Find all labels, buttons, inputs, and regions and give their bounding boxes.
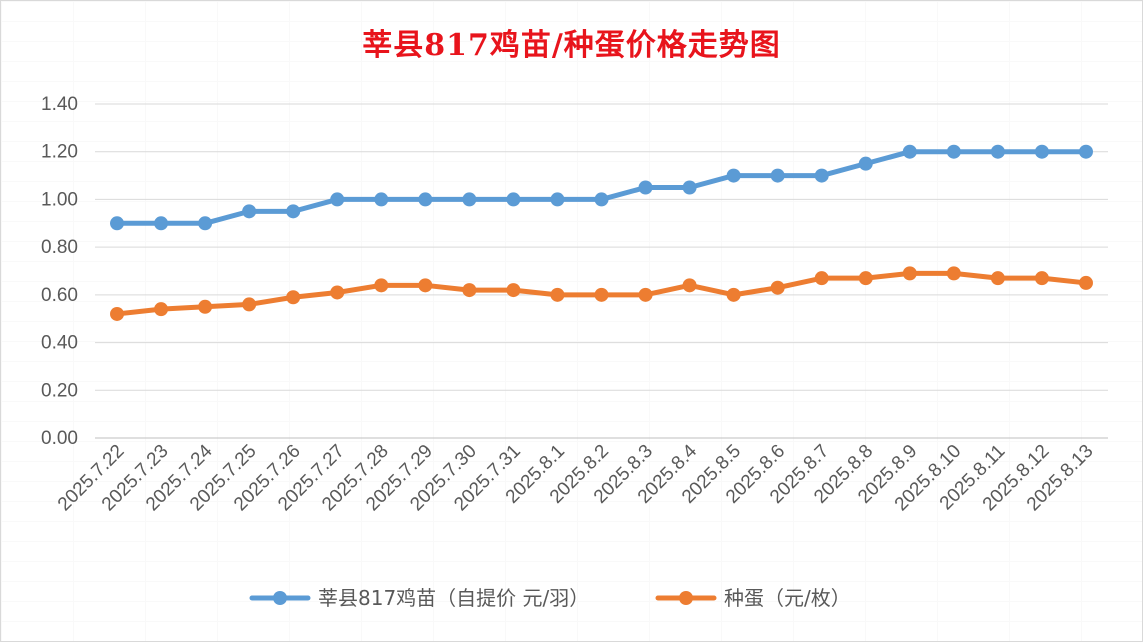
data-point <box>286 204 301 219</box>
data-point <box>550 287 565 302</box>
data-point <box>594 287 609 302</box>
data-point <box>154 302 169 317</box>
data-point <box>682 180 697 195</box>
y-tick-label: 1.40 <box>41 94 78 115</box>
data-point <box>814 168 829 183</box>
data-point <box>1034 144 1049 159</box>
data-point <box>594 192 609 207</box>
data-point <box>858 271 873 286</box>
y-tick-label: 1.00 <box>41 189 78 210</box>
y-tick-label: 0.80 <box>41 237 78 258</box>
data-point <box>462 283 477 298</box>
data-point <box>330 285 345 300</box>
data-point <box>638 287 653 302</box>
y-tick-label: 0.00 <box>41 428 78 449</box>
data-point <box>902 266 917 281</box>
data-point <box>1034 271 1049 286</box>
data-point <box>110 306 125 321</box>
y-tick-label: 0.20 <box>41 380 78 401</box>
legend-marker <box>679 591 693 605</box>
y-tick-label: 1.20 <box>41 142 78 163</box>
data-point <box>902 144 917 159</box>
data-point <box>726 287 741 302</box>
data-point <box>242 204 257 219</box>
series-line <box>114 149 1089 226</box>
data-point <box>726 168 741 183</box>
data-point <box>946 144 961 159</box>
data-point <box>286 290 301 305</box>
data-point <box>770 280 785 295</box>
y-tick-label: 0.60 <box>41 285 78 306</box>
legend-marker <box>273 591 287 605</box>
data-point <box>990 144 1005 159</box>
data-point <box>198 216 213 231</box>
data-point <box>242 297 257 312</box>
data-point <box>858 156 873 171</box>
data-point <box>418 192 433 207</box>
data-point <box>462 192 477 207</box>
data-point <box>682 278 697 293</box>
data-point <box>638 180 653 195</box>
data-point <box>946 266 961 281</box>
data-point <box>198 299 213 314</box>
data-point <box>1078 144 1093 159</box>
data-point <box>506 283 521 298</box>
data-point <box>154 216 169 231</box>
data-point <box>418 278 433 293</box>
data-point <box>814 271 829 286</box>
data-point <box>110 216 125 231</box>
legend-label: 种蛋（元/枚） <box>724 586 851 610</box>
data-point <box>550 192 565 207</box>
data-point <box>330 192 345 207</box>
data-point <box>770 168 785 183</box>
y-tick-label: 0.40 <box>41 333 78 354</box>
chart-title: 莘县817鸡苗/种蛋价格走势图 <box>362 28 781 63</box>
data-point <box>1078 275 1093 290</box>
data-point <box>990 271 1005 286</box>
legend-label: 莘县817鸡苗（自提价 元/羽） <box>318 586 589 610</box>
data-point <box>506 192 521 207</box>
data-point <box>374 192 389 207</box>
data-point <box>374 278 389 293</box>
